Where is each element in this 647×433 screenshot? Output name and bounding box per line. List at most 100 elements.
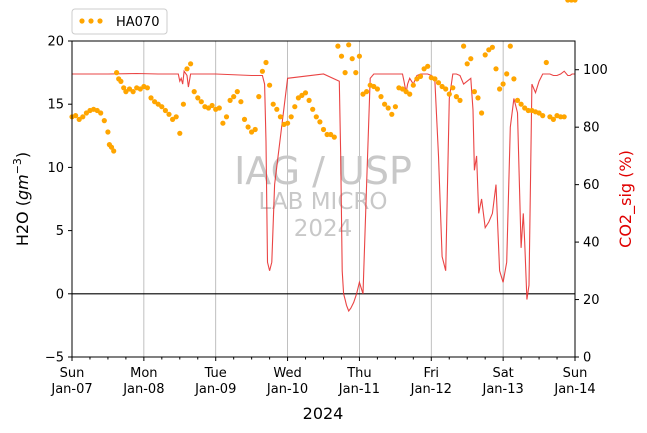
watermark-year: 2024 [294,216,353,242]
h2o-point [277,114,283,120]
h2o-point [443,86,449,92]
h2o-point [73,113,79,119]
h2o-point [550,116,557,122]
h2o-point [407,91,413,97]
h2o-point [195,95,201,101]
x-tick-day: Wed [273,366,301,381]
h2o-point [177,130,183,136]
right-tick-label: 60 [583,178,600,193]
h2o-point [313,114,319,120]
h2o-point [540,113,546,119]
x-axis-label: 2024 [303,404,344,423]
h2o-point [461,43,467,49]
h2o-point [335,43,341,49]
h2o-point [453,94,459,100]
h2o-point [504,71,510,77]
h2o-series [69,0,578,154]
h2o-point [241,116,248,122]
h2o-point [302,90,309,96]
h2o-point [320,126,327,133]
right-tick-label: 20 [583,293,600,308]
h2o-point [173,114,179,120]
h2o-point [328,131,334,138]
x-tick-day: Sat [492,366,513,381]
h2o-point [252,126,258,133]
h2o-point [317,119,323,125]
h2o-point [374,86,380,92]
h2o-point [435,80,442,86]
h2o-point [159,104,165,110]
h2o-point [364,89,370,95]
h2o-point [299,92,305,98]
h2o-point [392,104,398,110]
h2o-point [198,99,204,105]
h2o-point [464,61,470,67]
h2o-point [114,70,120,76]
x-tick-date: Jan-12 [410,382,452,397]
h2o-point [432,76,438,82]
x-tick-day: Fri [424,366,440,381]
h2o-point [121,85,127,91]
h2o-point [170,116,176,122]
h2o-point [353,70,359,76]
h2o-point [101,118,107,124]
h2o-point [209,102,215,109]
x-tick-day: Thu [346,366,371,381]
right-tick-label: 100 [583,63,608,78]
legend-marker [97,18,103,24]
h2o-point [191,89,197,95]
right-tick-label: 40 [583,236,600,251]
h2o-point [346,42,352,48]
h2o-point [234,89,240,95]
h2o-point [338,53,345,59]
x-tick-day: Sun [563,366,588,381]
left-tick-label: −5 [45,351,64,366]
x-axis: SunJan-07MonJan-08TueJan-09WedJan-10ThuJ… [50,357,596,397]
h2o-point [216,105,222,111]
h2o-point [514,97,521,103]
x-tick-date: Jan-13 [482,382,524,397]
h2o-point [536,110,542,116]
h2o-point [292,104,298,110]
watermark-title: IAG / USP [234,149,412,193]
h2o-point [267,82,273,88]
h2o-point [500,81,506,87]
legend: HA070 [71,8,168,35]
h2o-point [561,114,567,120]
h2o-point [450,85,456,91]
x-tick-day: Mon [130,366,157,381]
h2o-point [446,91,452,97]
h2o-point [306,97,312,103]
h2o-point [263,59,269,66]
h2o-point [285,120,291,126]
h2o-point [572,0,578,3]
h2o-point [126,86,133,92]
h2o-point [558,114,564,120]
h2o-point [220,120,226,126]
h2o-point [227,97,233,103]
h2o-point [518,101,524,107]
h2o-point [543,59,549,66]
h2o-point [231,94,237,100]
left-axis: −5 0 5 10 15 20 [45,35,72,366]
h2o-point [76,116,82,122]
right-tick-label: 0 [583,351,591,366]
x-tick-date: Jan-11 [338,382,380,397]
h2o-point [98,110,104,116]
h2o-point [349,56,355,62]
h2o-point [184,66,190,72]
left-tick-label: 15 [47,98,64,113]
h2o-point [410,82,416,88]
left-axis-label: H2O (gm−3) [11,152,32,246]
h2o-point [180,101,186,107]
h2o-point [497,86,503,92]
h2o-point [468,56,474,62]
h2o-point [274,106,280,112]
x-tick-date: Jan-07 [50,382,92,397]
h2o-point [389,111,395,117]
h2o-point [425,63,431,69]
h2o-point [288,114,294,120]
x-tick-date: Jan-14 [553,382,595,397]
h2o-point [118,78,124,84]
